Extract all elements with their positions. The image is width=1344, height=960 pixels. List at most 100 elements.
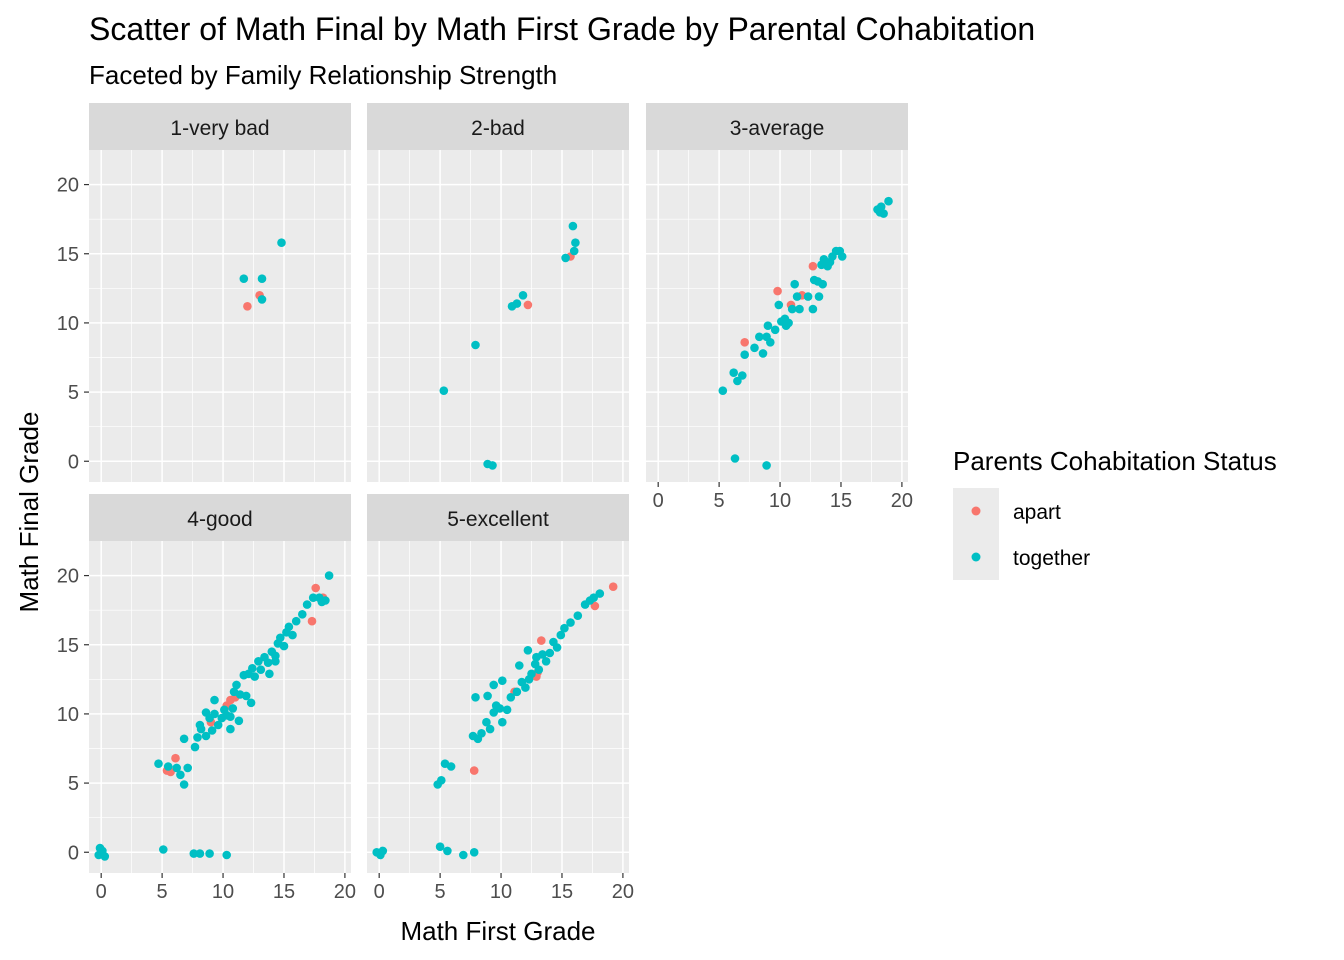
x-tick-label: 10 [490,881,512,903]
point-together [876,202,886,211]
point-together [518,291,528,300]
point-together [750,343,759,353]
point-together [523,646,533,655]
point-together [226,724,235,734]
point-together [730,454,740,463]
point-together [443,846,452,856]
point-together [271,657,280,666]
point-together [302,600,312,609]
point-together [446,762,456,771]
panel-background [89,541,351,873]
point-together [498,717,507,727]
x-tick-label: 10 [212,881,234,903]
point-together [495,704,505,713]
x-tick-label: 20 [891,490,913,512]
point-together [176,770,185,780]
point-together [256,665,266,674]
point-together [459,850,468,860]
x-tick-label: 15 [551,881,573,903]
facet-strip [89,103,351,150]
facet-panels: 1-very bad 0 5 10 15 20 2-bad 3-average 0 5 10 15 20… [57,103,913,903]
facet-strip [367,103,629,150]
point-together [571,238,580,247]
point-together [729,368,738,378]
point-together [884,196,893,206]
point-together [534,665,544,674]
point-apart [537,636,546,645]
x-tick-label: 20 [334,881,356,903]
point-together [774,300,784,310]
x-tick-label: 0 [653,490,664,512]
point-together [95,843,105,853]
point-together [257,295,267,304]
point-together [740,350,749,360]
x-tick-label: 20 [612,881,634,903]
point-together [324,571,334,580]
facet-3-average: 3-average 0 5 10 15 20 [646,103,913,512]
point-together [232,680,241,690]
point-together [502,705,512,715]
point-together [766,338,775,347]
point-together [795,304,804,314]
point-together [589,593,598,602]
point-apart [171,753,180,763]
x-tick-label: 15 [273,881,295,903]
panel-background [646,150,908,482]
point-together [288,630,297,640]
point-together [298,610,307,619]
point-apart [590,601,600,611]
point-together [279,641,289,651]
y-tick-label: 15 [57,635,79,657]
point-together [477,729,486,738]
point-together [718,386,728,396]
point-together [201,731,211,741]
point-together [498,676,507,685]
facet-5-excellent: 5-excellent 0 5 10 15 20 [367,494,634,903]
point-together [250,672,259,681]
point-together [195,720,205,730]
point-together [469,848,479,857]
point-apart [608,582,618,591]
point-apart [243,302,252,311]
panel-background [89,150,351,482]
point-together [159,845,168,854]
point-together [100,852,110,861]
facet-strip-label: 1-very bad [170,117,269,140]
point-together [437,776,446,785]
point-apart [808,261,818,271]
point-together [257,274,267,284]
facet-strip-label: 2-bad [471,117,525,140]
point-together [803,292,813,301]
facet-strip [89,494,351,541]
point-together [183,763,192,773]
point-together [515,661,524,670]
facet-2-bad: 2-bad [367,103,629,482]
point-together [483,691,492,701]
point-together [512,687,522,697]
point-apart [307,616,317,626]
point-together [189,849,199,858]
point-together [378,846,388,856]
point-together [179,780,189,789]
point-together [172,763,181,773]
point-together [521,683,530,692]
point-together [573,611,583,620]
point-together [755,332,764,342]
point-together [276,633,285,643]
point-together [489,680,499,690]
point-together [201,708,211,717]
point-together [241,691,251,701]
legend-title: Parents Cohabitation Status [953,446,1277,476]
point-together [163,762,173,771]
point-together [532,652,541,662]
legend-point-apart [971,506,981,516]
x-axis-title: Math First Grade [400,916,595,946]
point-together [482,717,491,727]
point-together [213,720,223,730]
legend-point-together [971,552,981,562]
point-together [179,734,189,744]
point-together [763,321,773,331]
point-together [234,716,244,726]
point-together [205,849,214,858]
point-together [435,842,445,851]
